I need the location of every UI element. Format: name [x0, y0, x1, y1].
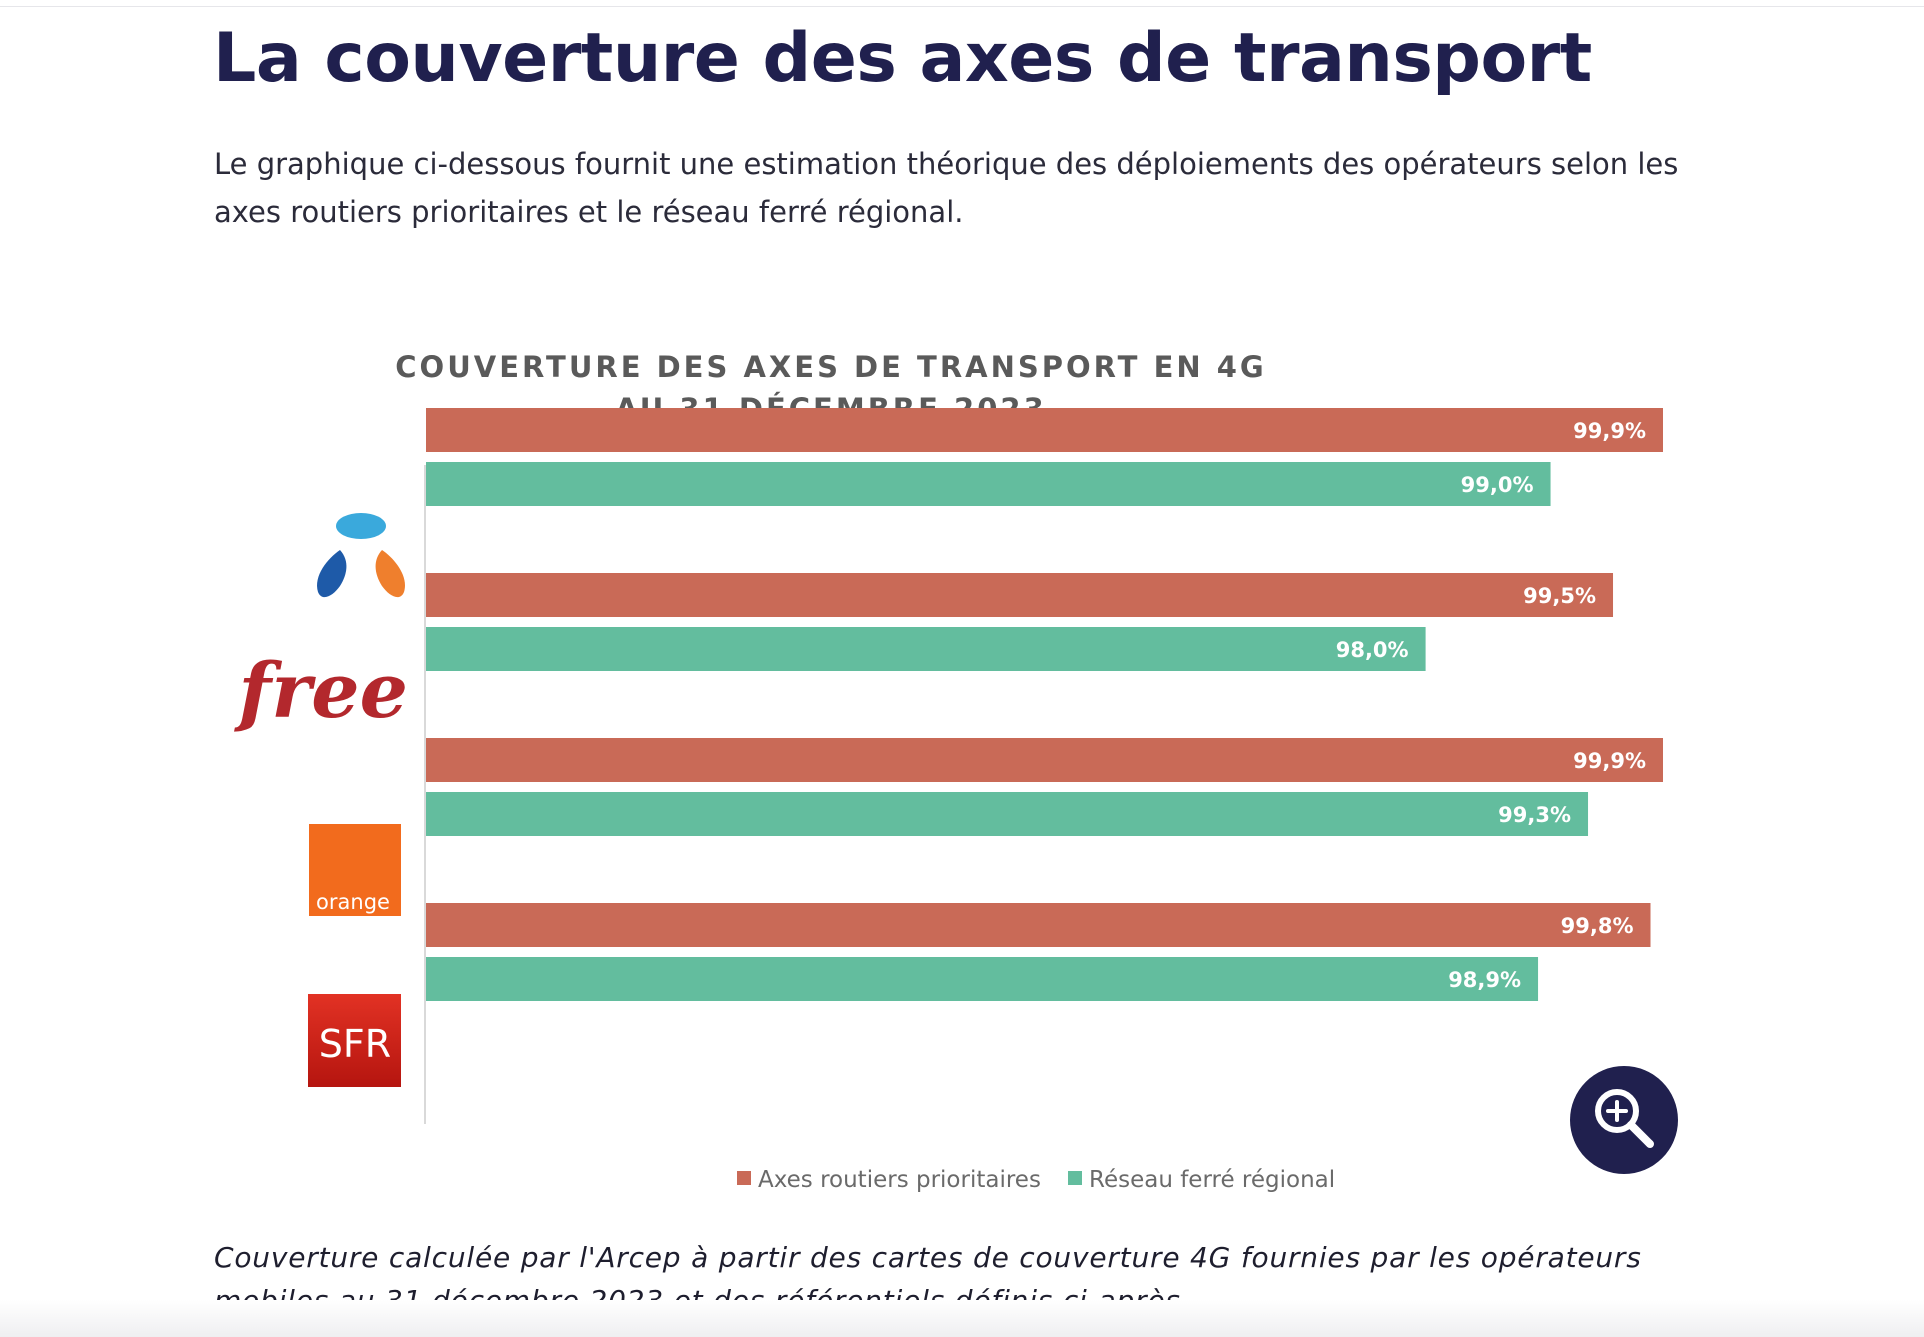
legend-label-rail: Réseau ferré régional: [1089, 1167, 1335, 1193]
free-logo-text: free: [234, 646, 408, 735]
bars-group: 99,9% 99,0% 99,5% 98,0% 99,9% 99,3% 99,8% 98,9%: [426, 408, 1663, 1001]
bar-value-label-free-road: 99,5%: [1523, 584, 1596, 608]
legend-label-road: Axes routiers prioritaires: [758, 1167, 1041, 1193]
bar-value-label-orange-rail: 99,3%: [1498, 803, 1571, 827]
intro-paragraph: Le graphique ci-dessous fournit une esti…: [214, 147, 1679, 229]
bar-free-road: [426, 573, 1614, 617]
zoom-button[interactable]: [1570, 1066, 1678, 1174]
bottom-fade: [0, 1300, 1924, 1337]
free-logo: free: [234, 646, 408, 735]
bar-value-label-sfr-road: 99,8%: [1561, 914, 1634, 938]
page-title: La couverture des axes de transport: [213, 19, 1592, 98]
bar-sfr-road: [426, 903, 1651, 947]
bar-value-label-bouygues-telecom-rail: 99,0%: [1461, 473, 1534, 497]
bar-value-label-orange-road: 99,9%: [1573, 749, 1646, 773]
sfr-logo-text: SFR: [319, 1022, 391, 1066]
orange-logo: orange: [309, 824, 401, 916]
bar-value-label-free-rail: 98,0%: [1336, 638, 1409, 662]
chart-svg: COUVERTURE DES AXES DE TRANSPORT EN 4G A…: [234, 350, 1663, 1193]
bar-sfr-rail: [426, 957, 1539, 1001]
coverage-chart: COUVERTURE DES AXES DE TRANSPORT EN 4G A…: [200, 330, 1700, 1210]
bar-free-rail: [426, 627, 1426, 671]
bar-bouygues-telecom-rail: [426, 462, 1551, 506]
bar-orange-rail: [426, 792, 1589, 836]
legend-swatch-road: [737, 1171, 751, 1185]
legend-swatch-rail: [1068, 1171, 1082, 1185]
bar-value-label-sfr-rail: 98,9%: [1448, 968, 1521, 992]
zoom-in-icon: [1595, 1089, 1654, 1148]
top-divider: [0, 6, 1924, 7]
bar-bouygues-telecom-road: [426, 408, 1663, 452]
orange-logo-text: orange: [316, 890, 390, 914]
bouygues-telecom-logo: [317, 513, 405, 598]
bar-value-label-bouygues-telecom-road: 99,9%: [1573, 419, 1646, 443]
chart-title: COUVERTURE DES AXES DE TRANSPORT EN 4G: [395, 350, 1266, 384]
sfr-logo: SFR: [308, 994, 401, 1087]
chart-legend: Axes routiers prioritaires Réseau ferré …: [737, 1167, 1335, 1193]
bar-orange-road: [426, 738, 1663, 782]
